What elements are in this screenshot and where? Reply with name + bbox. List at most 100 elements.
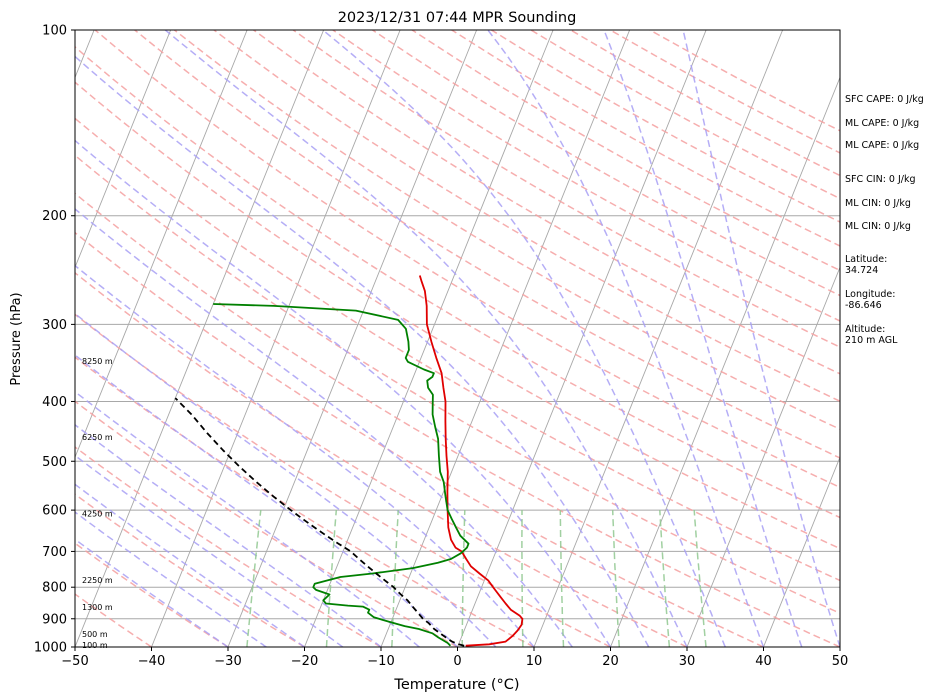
height-labels: 100 m 500 m 1300 m 2250 m 4250 m 6250 m 8250 m: [82, 357, 113, 650]
mixing-ratio-line: [246, 510, 262, 647]
x-tick-label: −50: [61, 654, 88, 669]
dry-adiabat-line: [75, 192, 840, 647]
sounding-parameters-panel: SFC CAPE: 0 J/kg ML CAPE: 0 J/kg ML CAPE: …: [845, 94, 924, 346]
sounding-parameter: 210 m AGL: [845, 335, 898, 346]
height-label: 2250 m: [82, 576, 113, 585]
dewpoint-trace: [213, 303, 470, 647]
moist-adiabat-line: [603, 30, 803, 647]
x-tick-label: 20: [602, 654, 619, 669]
dry-adiabat-line: [134, 30, 840, 459]
y-tick-label: 200: [42, 209, 67, 224]
sounding-parameter: ML CIN: 0 J/kg: [845, 221, 911, 232]
height-label: 100 m: [82, 641, 108, 650]
dry-adiabat-line: [75, 493, 305, 647]
isotherm-line: [380, 30, 631, 647]
x-tick-label: −10: [367, 654, 394, 669]
isotherm-line: [610, 76, 840, 647]
isotherm-line: [151, 30, 401, 647]
sounding-parameter: ML CAPE: 0 J/kg: [845, 118, 919, 129]
moist-adiabat-line: [75, 139, 612, 647]
y-tick-label: 800: [42, 581, 67, 596]
dry-adiabat-line: [75, 81, 840, 550]
dry-adiabat-line: [253, 30, 840, 375]
moist-adiabat-line: [75, 454, 344, 647]
dry-adiabat-line: [75, 356, 535, 647]
height-label: 1300 m: [82, 603, 113, 612]
height-label: 4250 m: [82, 510, 113, 519]
isotherm-line: [227, 30, 478, 647]
mixing-ratio-line: [611, 510, 621, 647]
background-grid: [75, 30, 947, 647]
x-tick-label: 50: [832, 654, 849, 669]
moist-adiabat-line: [75, 208, 573, 647]
dry-adiabat-line: [173, 30, 840, 431]
moist-adiabat-line: [75, 390, 420, 647]
isotherm-line: [75, 30, 172, 269]
sounding-parameter: ML CAPE: 0 J/kg: [845, 140, 919, 151]
x-tick-label: 30: [679, 654, 696, 669]
dry-adiabat-line: [94, 30, 840, 489]
y-tick-label: 700: [42, 545, 67, 560]
moist-adiabat-line: [164, 30, 688, 647]
isotherm-line: [763, 455, 840, 647]
moist-adiabat-line: [75, 55, 650, 647]
chart-title: 2023/12/31 07:44 MPR Sounding: [338, 10, 577, 26]
sounding-parameter: SFC CAPE: 0 J/kg: [845, 94, 924, 105]
dry-adiabat-line: [75, 271, 688, 647]
dry-adiabat-line: [75, 446, 382, 647]
moist-adiabat-line: [75, 483, 305, 647]
y-tick-label: 300: [42, 318, 67, 333]
moist-adiabat-line: [322, 30, 726, 647]
sounding-parameter: ML CIN: 0 J/kg: [845, 198, 911, 209]
sounding-parameter: Altitude:: [845, 324, 885, 335]
y-tick-label: 400: [42, 395, 67, 410]
moist-adiabat-line: [682, 30, 840, 647]
mixing-ratio-line: [521, 510, 524, 647]
temperature-trace: [418, 275, 524, 647]
isotherm-line: [75, 30, 248, 459]
y-tick-label: 100: [42, 24, 67, 39]
y-tick-label: 900: [42, 612, 67, 627]
isotherm-line: [457, 30, 707, 647]
x-tick-label: −30: [214, 654, 241, 669]
sounding-traces: [174, 275, 524, 647]
y-tick-label: 1000: [34, 641, 67, 656]
dry-adiabat-line: [75, 542, 229, 647]
sounding-parameter: Longitude:: [845, 289, 895, 300]
y-axis-label: Pressure (hPa): [9, 292, 24, 385]
x-axis-label: Temperature (°C): [393, 677, 519, 693]
isotherm-line: [304, 30, 554, 647]
mixing-ratio-line: [559, 510, 565, 647]
mixing-ratio-line: [461, 510, 466, 647]
height-label: 6250 m: [82, 433, 113, 442]
moist-adiabat-line: [75, 538, 229, 647]
dry-adiabat-line: [332, 30, 840, 322]
y-tick-label: 600: [42, 504, 67, 519]
isotherm-line: [917, 30, 947, 647]
x-tick-label: −40: [138, 654, 165, 669]
moist-adiabat-line: [75, 354, 459, 647]
mixing-ratio-line: [693, 510, 707, 647]
moist-adiabat-line: [487, 30, 765, 647]
x-tick-label: −20: [291, 654, 318, 669]
sounding-parameter: SFC CIN: 0 J/kg: [845, 174, 916, 185]
sounding-parameter: 34.724: [845, 265, 878, 276]
sounding-parameter: Latitude:: [845, 254, 887, 265]
moist-adiabat-line: [75, 312, 497, 647]
dry-adiabat-line: [75, 400, 458, 647]
mixing-ratio-line: [659, 510, 671, 647]
moist-adiabat-line: [75, 423, 382, 647]
sounding-parameter: -86.646: [845, 300, 882, 311]
isotherm-line: [686, 266, 840, 647]
parcel-path-trace: [174, 397, 465, 647]
y-tick-label: 500: [42, 455, 67, 470]
moist-adiabat-line: [75, 264, 535, 647]
axes: −50 −40 −30 −20 −10 0 10 20 30 40 50 100 200 300 400 50…: [34, 24, 848, 670]
x-tick-label: 0: [453, 654, 461, 669]
dry-adiabat-line: [292, 30, 840, 348]
dry-adiabat-line: [75, 231, 764, 647]
x-tick-label: 10: [526, 654, 543, 669]
mixing-ratio-line: [325, 510, 338, 647]
dry-adiabat-line: [213, 30, 840, 403]
